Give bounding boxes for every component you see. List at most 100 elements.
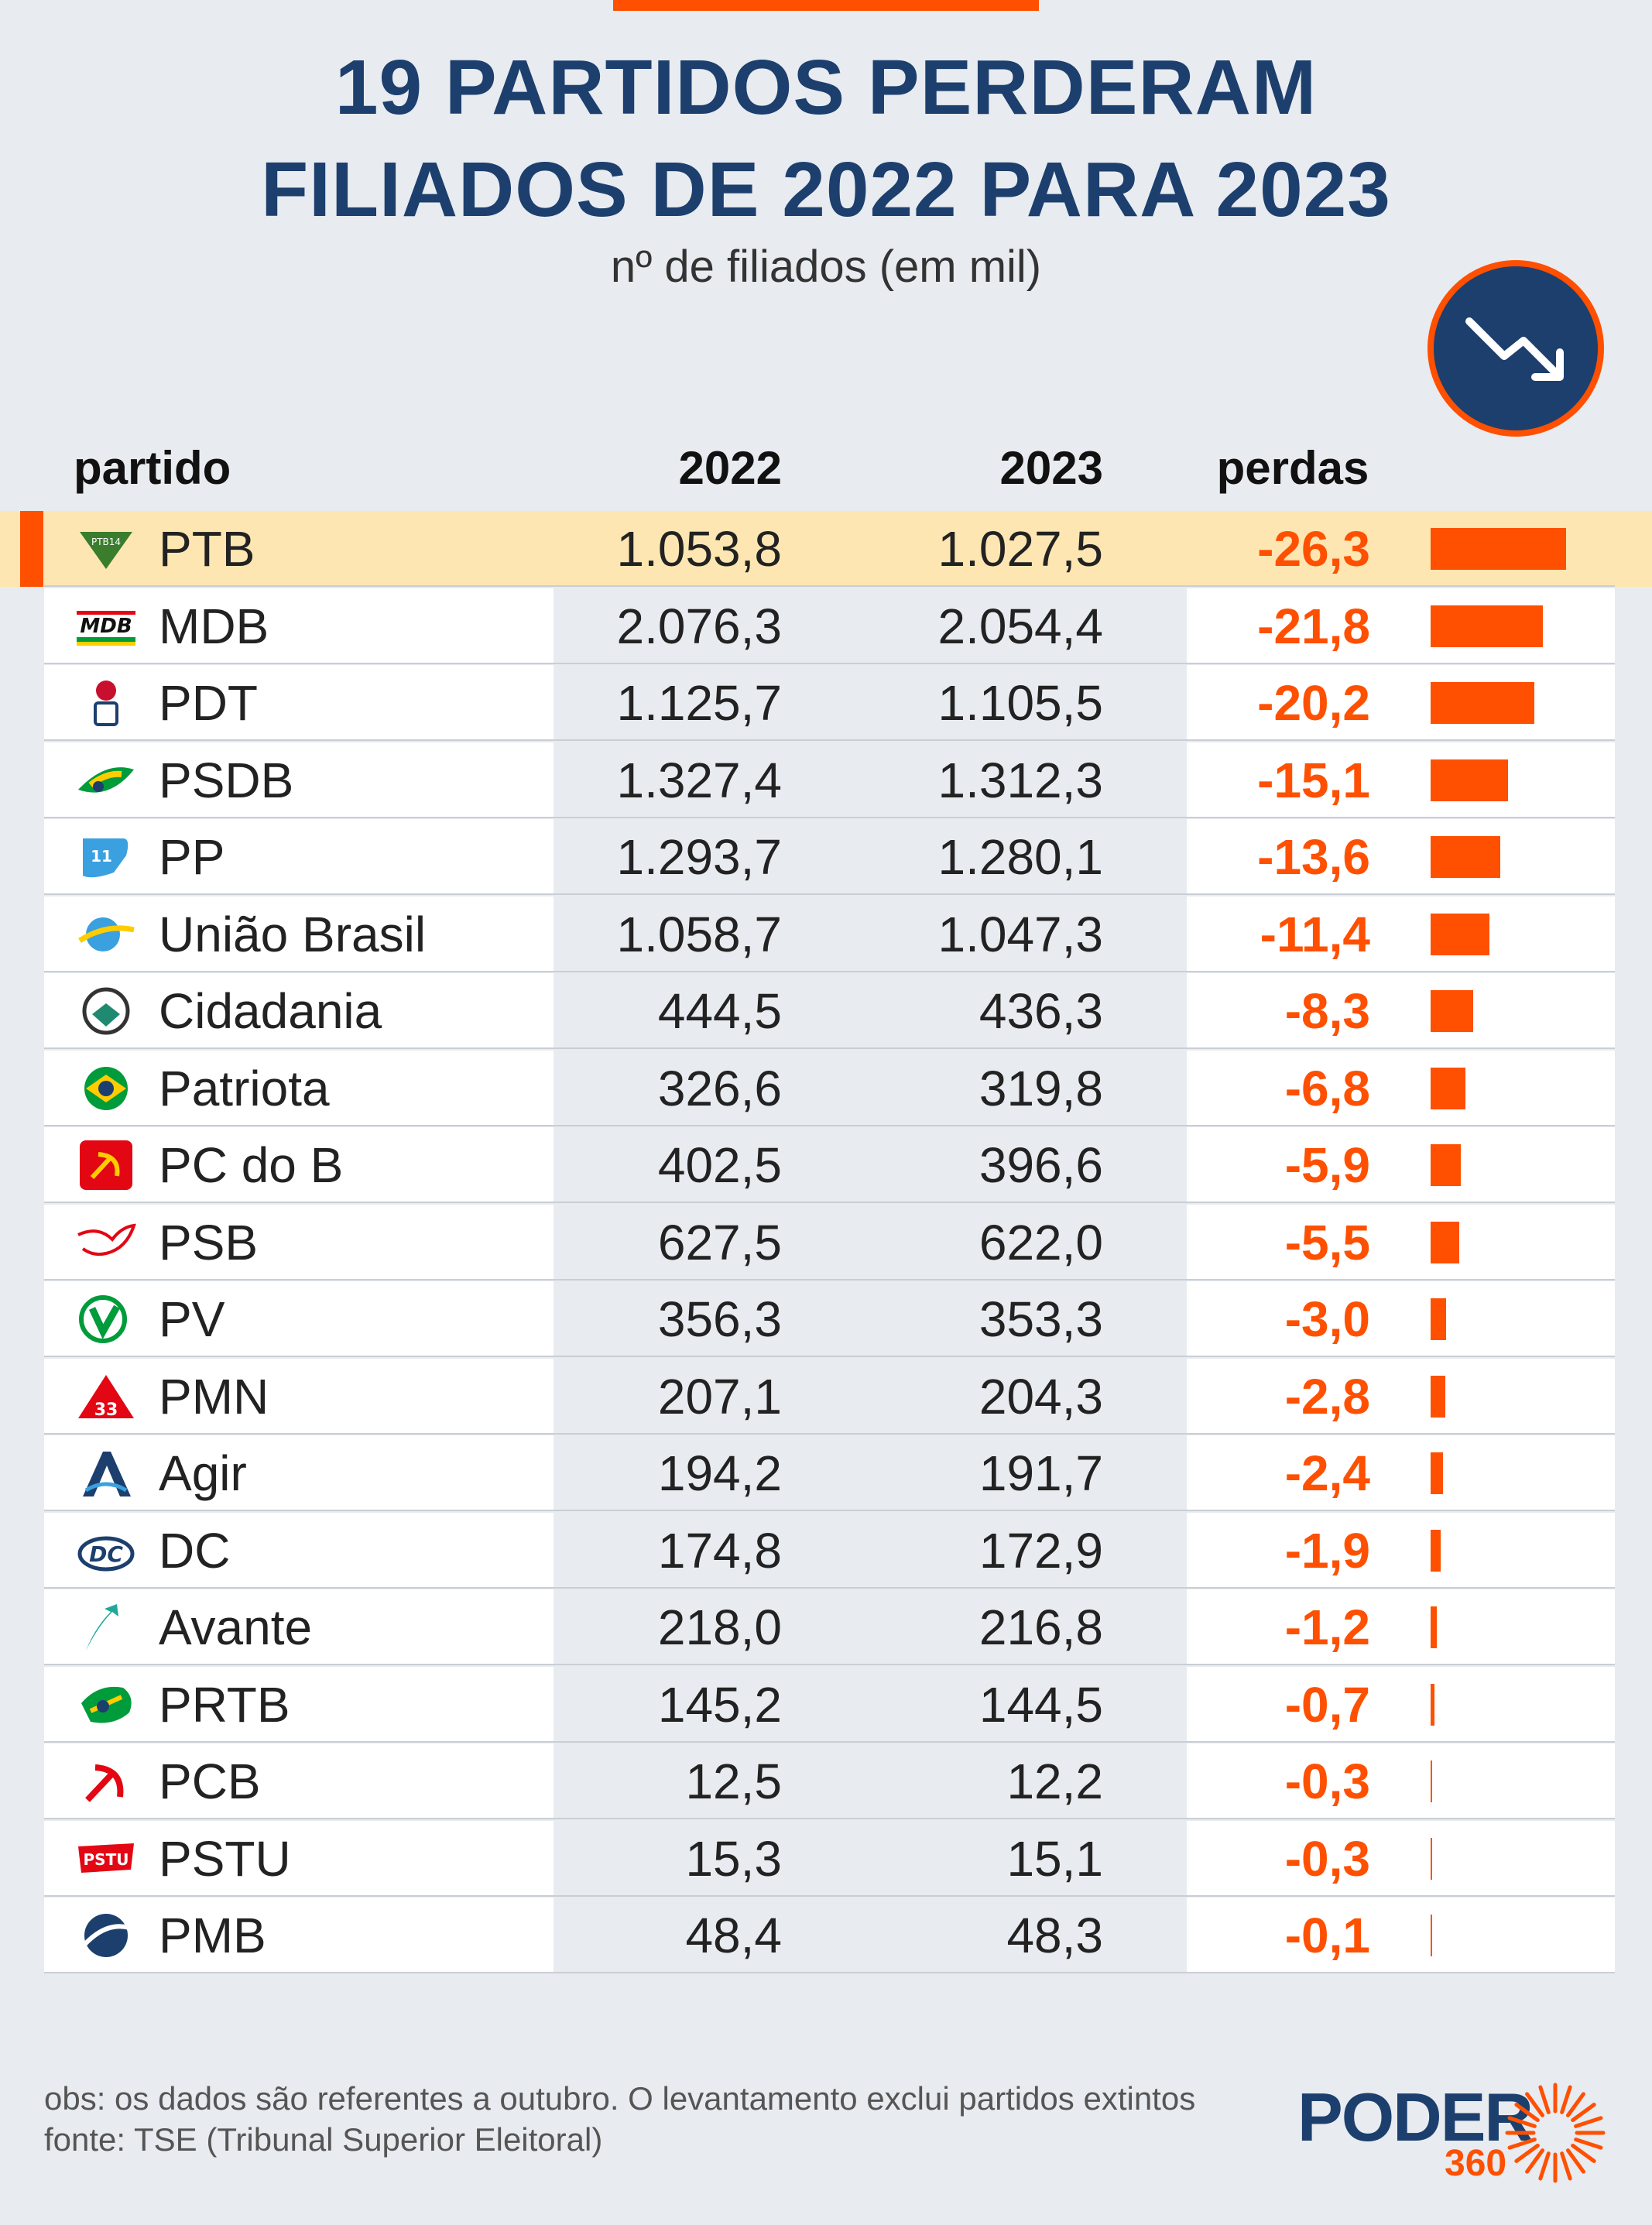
loss-label: -0,7 [1284, 1676, 1370, 1733]
chart-title-line-2: FILIADOS DE 2022 PARA 2023 [261, 146, 1391, 233]
row-background-left [44, 742, 554, 818]
value-2022: 1.293,7 [616, 829, 782, 885]
value-2023: 15,1 [1006, 1830, 1103, 1887]
row-divider [44, 1894, 1615, 1897]
row-background-right [1187, 1050, 1615, 1126]
value-2022: 402,5 [657, 1137, 782, 1193]
value-2022: 1.125,7 [616, 675, 782, 731]
row-background-left [44, 819, 554, 895]
value-2022: 12,5 [685, 1754, 782, 1809]
table-row: PSB 627,5 622,0 -5,5 [0, 1204, 1652, 1280]
party-name: PCB [159, 1754, 261, 1809]
brand-logo: PODER 360 [1297, 2083, 1615, 2183]
loss-bar [1431, 913, 1489, 955]
table-row: PTB14 PTB 1.053,8 1.027,5 -26,3 [0, 511, 1652, 587]
party-name: Avante [159, 1599, 313, 1655]
party-name: PV [159, 1291, 225, 1347]
table-row: PC do B 402,5 396,6 -5,9 [0, 1127, 1652, 1203]
value-2023: 2.054,4 [937, 598, 1103, 654]
party-name: Cidadania [159, 983, 382, 1039]
sun-ray [1538, 2151, 1551, 2181]
value-2023: 191,7 [979, 1445, 1103, 1501]
pstu-logo-icon: PSTU [78, 1843, 134, 1873]
loss-bar [1431, 1837, 1432, 1880]
sun-ray [1538, 2085, 1551, 2114]
row-divider [44, 585, 1615, 587]
psdb-logo-icon [78, 766, 134, 793]
party-name: União Brasil [159, 906, 427, 962]
row-background-right [1187, 1743, 1615, 1819]
loss-bar [1431, 605, 1544, 647]
sun-ray [1514, 2143, 1540, 2163]
table-row: 11 PP 1.293,7 1.280,1 -13,6 [0, 819, 1652, 895]
pcdob-logo-icon [80, 1140, 132, 1190]
value-2023: 436,3 [979, 983, 1103, 1039]
value-2023: 353,3 [979, 1291, 1103, 1347]
loss-label: -2,4 [1284, 1445, 1370, 1501]
value-2022: 218,0 [657, 1599, 782, 1655]
row-divider [44, 1510, 1615, 1511]
row-divider [44, 1818, 1615, 1819]
row-background-left [44, 1898, 554, 1973]
party-name: PSTU [159, 1830, 291, 1887]
loss-label: -3,0 [1284, 1291, 1370, 1347]
table-row: PRTB 145,2 144,5 -0,7 [0, 1666, 1652, 1743]
party-name: MDB [159, 598, 269, 654]
table-row: Cidadania 444,5 436,3 -8,3 [0, 973, 1652, 1049]
loss-label: -2,8 [1284, 1368, 1370, 1424]
sun-ray [1514, 2103, 1540, 2123]
loss-bar [1431, 1221, 1459, 1263]
row-background-left [44, 1435, 554, 1511]
loss-label: -1,9 [1284, 1522, 1370, 1579]
row-background-right [1187, 665, 1615, 741]
pmb-logo-icon [82, 1914, 130, 1957]
pdt-logo-icon [94, 681, 118, 726]
value-2022: 145,2 [657, 1676, 782, 1733]
party-name: Agir [159, 1445, 247, 1501]
pp-logo-icon: 11 [83, 838, 129, 878]
row-divider [44, 1047, 1615, 1049]
ptb-logo-icon: PTB14 [80, 532, 132, 569]
avante-logo-icon [86, 1604, 118, 1651]
value-2022: 194,2 [657, 1445, 782, 1501]
row-background-left [44, 1204, 554, 1280]
mdb-logo-icon: MDB [77, 610, 135, 646]
loss-bar [1431, 759, 1509, 801]
sun-ray [1571, 2143, 1596, 2163]
row-background-right [1187, 1281, 1615, 1357]
svg-text:MDB: MDB [80, 615, 132, 638]
loss-bar [1431, 1915, 1432, 1956]
sun-ray [1565, 2148, 1585, 2174]
table-row: PDT 1.125,7 1.105,5 -20,2 [0, 665, 1652, 741]
loss-label: -8,3 [1284, 983, 1370, 1039]
loss-label: -0,3 [1284, 1754, 1370, 1809]
row-background-left [44, 1589, 554, 1665]
row-background-right [1187, 1666, 1615, 1743]
value-2022: 444,5 [657, 983, 782, 1039]
row-divider [44, 1278, 1615, 1280]
trend-down-arrow-icon [1428, 260, 1604, 437]
sun-ray [1574, 2116, 1603, 2128]
loss-label: -13,6 [1257, 829, 1370, 885]
party-name: Patriota [159, 1060, 330, 1116]
loss-label: -15,1 [1257, 752, 1370, 808]
row-background-right [1187, 742, 1615, 818]
row-background-right [1187, 1435, 1615, 1511]
table-row: Avante 218,0 216,8 -1,2 [0, 1589, 1652, 1665]
table-row: União Brasil 1.058,7 1.047,3 -11,4 [0, 896, 1652, 972]
chart-subtitle: nº de filiados (em mil) [610, 242, 1042, 292]
value-2023: 1.312,3 [937, 752, 1103, 808]
party-name: PC do B [159, 1137, 344, 1193]
row-background-right [1187, 588, 1615, 664]
value-2023: 1.105,5 [937, 675, 1103, 731]
row-background-left [44, 1358, 554, 1435]
party-name: PMB [159, 1908, 266, 1963]
table-row: Patriota 326,6 319,8 -6,8 [0, 1050, 1652, 1126]
row-divider [44, 1740, 1615, 1743]
value-2023: 396,6 [979, 1137, 1103, 1193]
column-header-party: partido [74, 442, 231, 494]
loss-label: -26,3 [1257, 521, 1370, 577]
loss-bar [1431, 836, 1501, 878]
loss-label: -0,1 [1284, 1908, 1370, 1963]
row-background-right [1187, 1204, 1615, 1280]
